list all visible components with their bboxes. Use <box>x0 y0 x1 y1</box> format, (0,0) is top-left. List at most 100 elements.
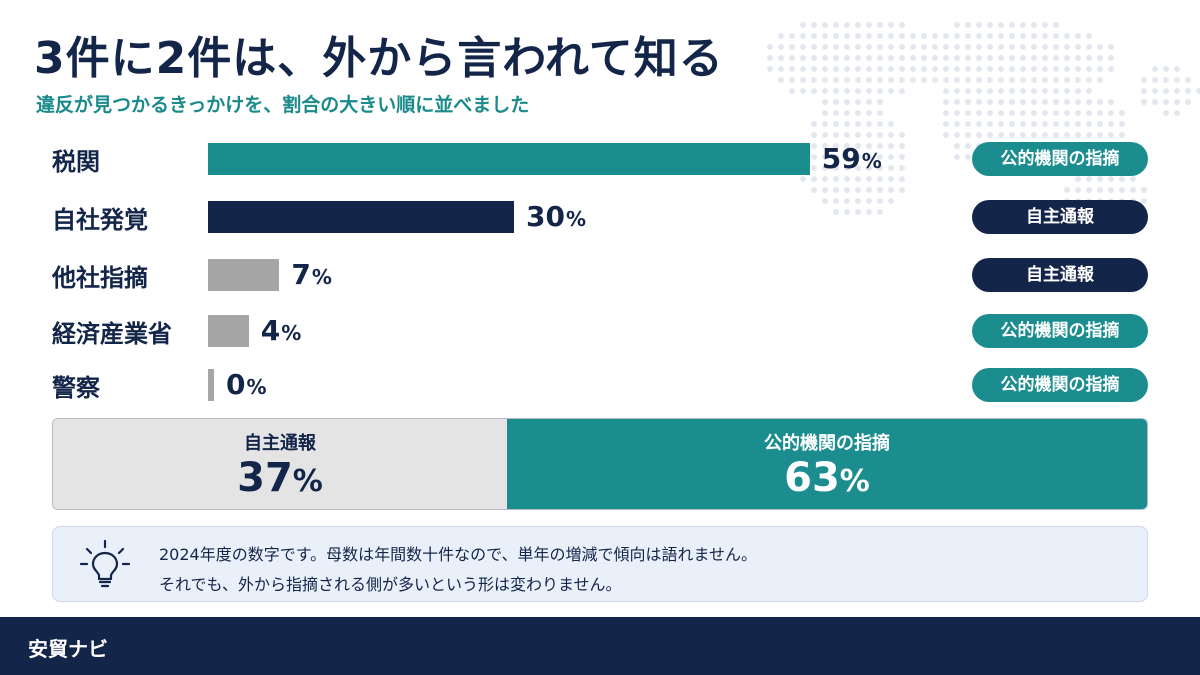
map-dot <box>1075 66 1081 72</box>
map-dot <box>1075 55 1081 61</box>
map-dot <box>1196 88 1200 94</box>
source-tag: 自主通報 <box>972 258 1148 292</box>
map-dot <box>987 99 993 105</box>
map-dot <box>1141 77 1147 83</box>
map-dot <box>1108 176 1114 182</box>
map-dot <box>833 176 839 182</box>
map-dot <box>1108 66 1114 72</box>
map-dot <box>866 66 872 72</box>
map-dot <box>800 22 806 28</box>
map-dot <box>1141 187 1147 193</box>
map-dot <box>767 66 773 72</box>
map-dot <box>822 110 828 116</box>
map-dot <box>877 66 883 72</box>
map-dot <box>954 66 960 72</box>
map-dot <box>998 33 1004 39</box>
map-dot <box>822 33 828 39</box>
category-label: 経済産業省 <box>52 320 172 348</box>
map-dot <box>1064 187 1070 193</box>
map-dot <box>1009 88 1015 94</box>
map-dot <box>866 154 872 160</box>
map-dot <box>1042 99 1048 105</box>
map-dot <box>1042 22 1048 28</box>
map-dot <box>1075 44 1081 50</box>
map-dot <box>844 165 850 171</box>
map-dot <box>899 143 905 149</box>
map-dot <box>1053 121 1059 127</box>
map-dot <box>1086 88 1092 94</box>
summary-self-report: 自主通報 37% <box>53 419 507 509</box>
map-dot <box>855 132 861 138</box>
map-dot <box>1053 33 1059 39</box>
summary-panel: 自主通報 37% 公的機関の指摘 63% <box>52 418 1148 510</box>
map-dot <box>855 22 861 28</box>
map-dot <box>921 55 927 61</box>
map-dot <box>1020 121 1026 127</box>
source-tag: 公的機関の指摘 <box>972 368 1148 402</box>
map-dot <box>1086 44 1092 50</box>
source-tag: 公的機関の指摘 <box>972 314 1148 348</box>
map-dot <box>855 121 861 127</box>
map-dot <box>976 121 982 127</box>
map-dot <box>965 77 971 83</box>
map-dot <box>833 66 839 72</box>
map-dot <box>954 77 960 83</box>
brand-logo-text: 安貿ナビ <box>28 637 108 661</box>
map-dot <box>822 143 828 149</box>
map-dot <box>1053 132 1059 138</box>
map-dot <box>1152 99 1158 105</box>
map-dot <box>1130 187 1136 193</box>
map-dot <box>866 33 872 39</box>
map-dot <box>1141 99 1147 105</box>
map-dot <box>899 33 905 39</box>
map-dot <box>932 77 938 83</box>
map-dot <box>943 55 949 61</box>
map-dot <box>965 143 971 149</box>
map-dot <box>1163 99 1169 105</box>
map-dot <box>987 88 993 94</box>
map-dot <box>789 44 795 50</box>
map-dot <box>954 33 960 39</box>
map-dot <box>1042 132 1048 138</box>
map-dot <box>1031 121 1037 127</box>
map-dot <box>1042 110 1048 116</box>
map-dot <box>855 110 861 116</box>
map-dot <box>1185 99 1191 105</box>
map-dot <box>1009 110 1015 116</box>
map-dot <box>844 55 850 61</box>
map-dot <box>833 121 839 127</box>
map-dot <box>888 165 894 171</box>
map-dot <box>1097 121 1103 127</box>
map-dot <box>899 88 905 94</box>
map-dot <box>833 209 839 215</box>
map-dot <box>855 88 861 94</box>
map-dot <box>877 55 883 61</box>
map-dot <box>1053 88 1059 94</box>
map-dot <box>943 110 949 116</box>
map-dot <box>811 132 817 138</box>
map-dot <box>833 55 839 61</box>
map-dot <box>1097 55 1103 61</box>
map-dot <box>1119 132 1125 138</box>
map-dot <box>1086 132 1092 138</box>
map-dot <box>811 77 817 83</box>
map-dot <box>965 154 971 160</box>
map-dot <box>954 88 960 94</box>
map-dot <box>1152 88 1158 94</box>
source-tag: 自主通報 <box>972 200 1148 234</box>
map-dot <box>844 88 850 94</box>
map-dot <box>844 33 850 39</box>
map-dot <box>833 187 839 193</box>
map-dot <box>1064 77 1070 83</box>
map-dot <box>932 33 938 39</box>
summary-label: 公的機関の指摘 <box>764 433 890 454</box>
map-dot <box>888 88 894 94</box>
map-dot <box>855 55 861 61</box>
map-dot <box>1053 44 1059 50</box>
map-dot <box>833 88 839 94</box>
value-label: 0% <box>226 368 267 401</box>
map-dot <box>998 22 1004 28</box>
map-dot <box>1042 88 1048 94</box>
map-dot <box>866 165 872 171</box>
map-dot <box>888 121 894 127</box>
